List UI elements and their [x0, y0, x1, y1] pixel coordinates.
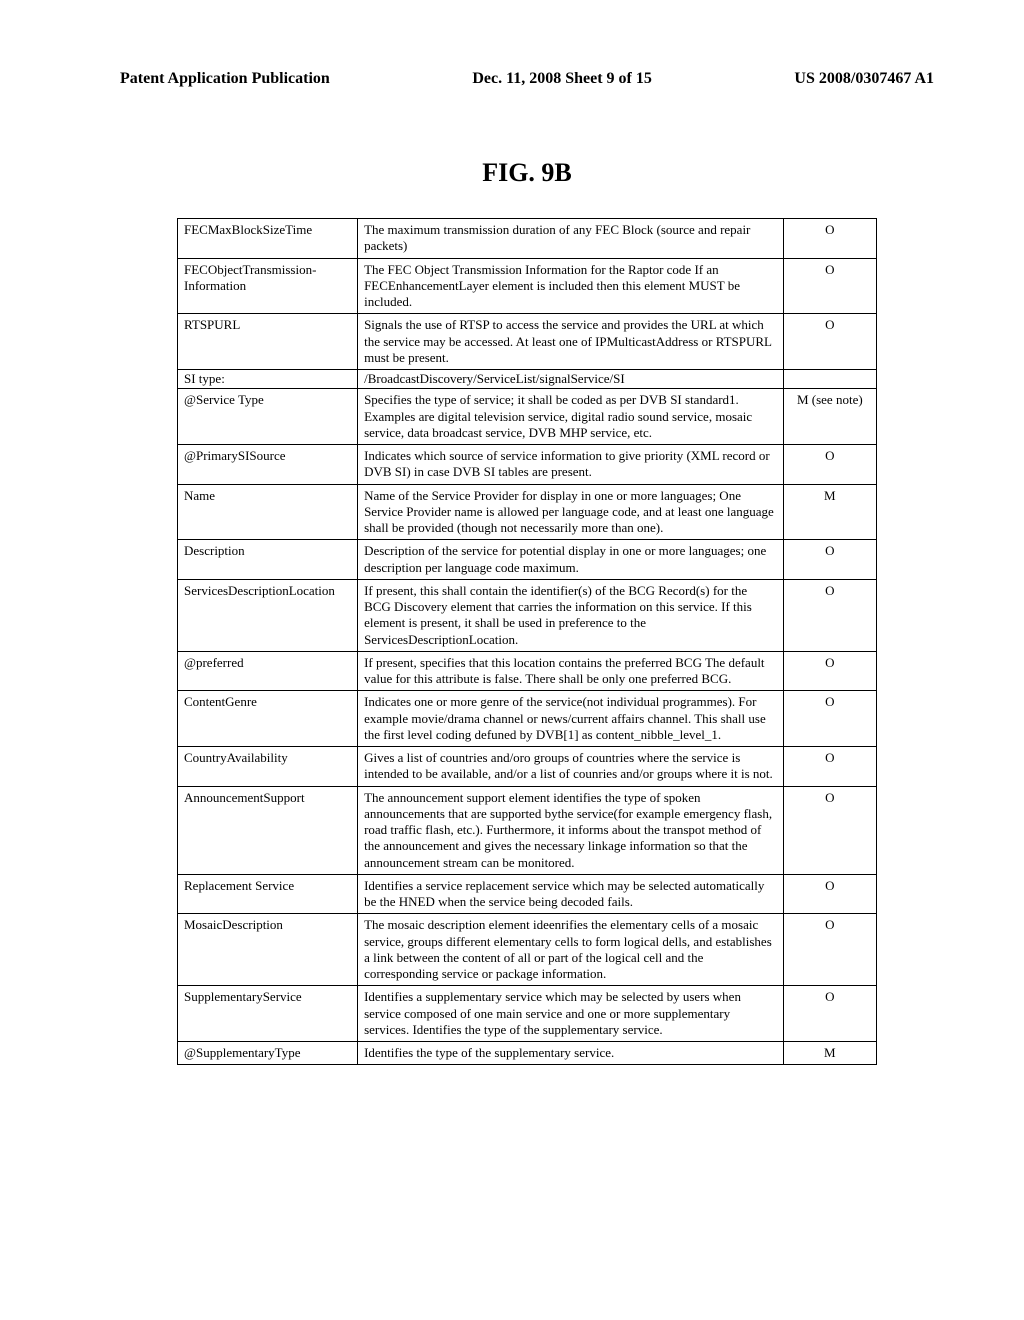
spec-table: FECMaxBlockSizeTimeThe maximum transmiss…: [177, 218, 877, 1065]
header-center: Dec. 11, 2008 Sheet 9 of 15: [472, 70, 652, 88]
field-req-cell: M: [783, 1042, 876, 1065]
field-req-cell: O: [783, 747, 876, 787]
field-name-cell: @Service Type: [178, 389, 358, 445]
field-req-cell: O: [783, 579, 876, 651]
field-name-cell: SupplementaryService: [178, 986, 358, 1042]
field-desc-cell: The maximum transmission duration of any…: [358, 219, 784, 259]
table-row: CountryAvailabilityGives a list of count…: [178, 747, 877, 787]
table-row: Replacement ServiceIdentifies a service …: [178, 874, 877, 914]
header-left: Patent Application Publication: [120, 70, 330, 88]
field-req-cell: O: [783, 540, 876, 580]
table-row: FECObjectTransmission-InformationThe FEC…: [178, 258, 877, 314]
table-row: ContentGenreIndicates one or more genre …: [178, 691, 877, 747]
field-req-cell: O: [783, 258, 876, 314]
field-name-cell: Replacement Service: [178, 874, 358, 914]
field-name-cell: Name: [178, 484, 358, 540]
field-desc-cell: Signals the use of RTSP to access the se…: [358, 314, 784, 370]
field-req-cell: O: [783, 314, 876, 370]
table-row: @preferredIf present, specifies that thi…: [178, 651, 877, 691]
table-row: @SupplementaryTypeIdentifies the type of…: [178, 1042, 877, 1065]
field-name-cell: @PrimarySISource: [178, 445, 358, 485]
table-row: MosaicDescriptionThe mosaic description …: [178, 914, 877, 986]
field-req-cell: O: [783, 874, 876, 914]
field-name-cell: MosaicDescription: [178, 914, 358, 986]
field-name-cell: RTSPURL: [178, 314, 358, 370]
field-req-cell: O: [783, 219, 876, 259]
table-row: FECMaxBlockSizeTimeThe maximum transmiss…: [178, 219, 877, 259]
field-desc-cell: /BroadcastDiscovery/ServiceList/signalSe…: [358, 370, 784, 389]
table-row: DescriptionDescription of the service fo…: [178, 540, 877, 580]
table-row: RTSPURLSignals the use of RTSP to access…: [178, 314, 877, 370]
field-desc-cell: Indicates one or more genre of the servi…: [358, 691, 784, 747]
field-req-cell: M: [783, 484, 876, 540]
field-desc-cell: Gives a list of countries and/oro groups…: [358, 747, 784, 787]
field-name-cell: FECMaxBlockSizeTime: [178, 219, 358, 259]
table-row: ServicesDescriptionLocationIf present, t…: [178, 579, 877, 651]
field-name-cell: ContentGenre: [178, 691, 358, 747]
field-desc-cell: The announcement support element identif…: [358, 786, 784, 874]
field-name-cell: SI type:: [178, 370, 358, 389]
field-name-cell: FECObjectTransmission-Information: [178, 258, 358, 314]
table-row: @PrimarySISourceIndicates which source o…: [178, 445, 877, 485]
table-row: @Service TypeSpecifies the type of servi…: [178, 389, 877, 445]
field-req-cell: O: [783, 914, 876, 986]
field-desc-cell: Indicates which source of service inform…: [358, 445, 784, 485]
field-req-cell: O: [783, 651, 876, 691]
field-desc-cell: Identifies the type of the supplementary…: [358, 1042, 784, 1065]
field-req-cell: O: [783, 445, 876, 485]
field-name-cell: @SupplementaryType: [178, 1042, 358, 1065]
table-row: SI type:/BroadcastDiscovery/ServiceList/…: [178, 370, 877, 389]
field-desc-cell: Specifies the type of service; it shall …: [358, 389, 784, 445]
field-req-cell: O: [783, 691, 876, 747]
table-row: SupplementaryServiceIdentifies a supplem…: [178, 986, 877, 1042]
figure-title: FIG. 9B: [120, 158, 934, 188]
field-desc-cell: Identifies a service replacement service…: [358, 874, 784, 914]
table-row: AnnouncementSupportThe announcement supp…: [178, 786, 877, 874]
field-req-cell: O: [783, 786, 876, 874]
field-desc-cell: Identifies a supplementary service which…: [358, 986, 784, 1042]
page: Patent Application Publication Dec. 11, …: [0, 0, 1024, 1320]
field-desc-cell: Name of the Service Provider for display…: [358, 484, 784, 540]
field-name-cell: Description: [178, 540, 358, 580]
field-name-cell: AnnouncementSupport: [178, 786, 358, 874]
field-name-cell: CountryAvailability: [178, 747, 358, 787]
field-desc-cell: The mosaic description element ideenrifi…: [358, 914, 784, 986]
field-desc-cell: The FEC Object Transmission Information …: [358, 258, 784, 314]
field-desc-cell: Description of the service for potential…: [358, 540, 784, 580]
page-header: Patent Application Publication Dec. 11, …: [120, 70, 934, 88]
field-name-cell: @preferred: [178, 651, 358, 691]
field-name-cell: ServicesDescriptionLocation: [178, 579, 358, 651]
field-req-cell: M (see note): [783, 389, 876, 445]
header-right: US 2008/0307467 A1: [794, 70, 934, 88]
field-req-cell: O: [783, 986, 876, 1042]
field-desc-cell: If present, this shall contain the ident…: [358, 579, 784, 651]
table-row: NameName of the Service Provider for dis…: [178, 484, 877, 540]
field-desc-cell: If present, specifies that this location…: [358, 651, 784, 691]
field-req-cell: [783, 370, 876, 389]
